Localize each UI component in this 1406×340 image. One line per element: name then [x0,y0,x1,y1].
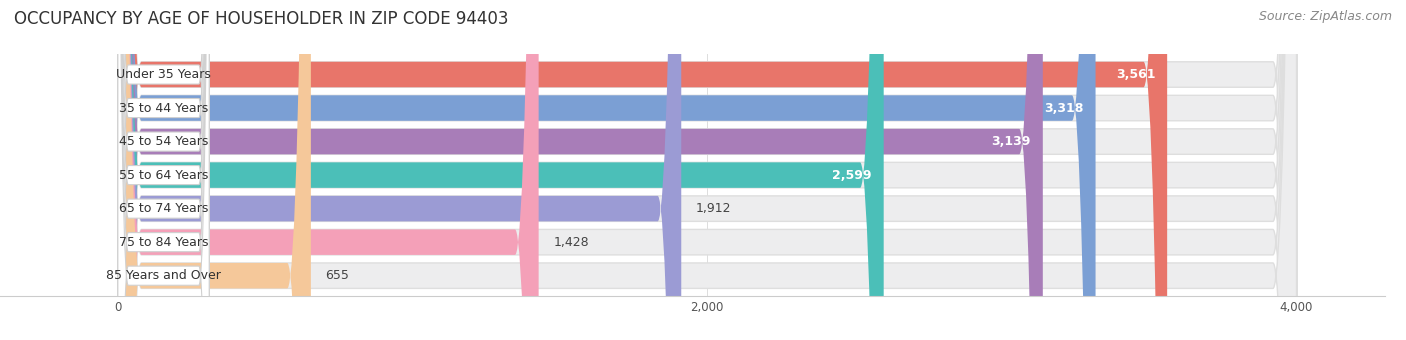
FancyBboxPatch shape [118,0,209,340]
FancyBboxPatch shape [118,0,209,340]
Text: 35 to 44 Years: 35 to 44 Years [120,102,208,115]
FancyBboxPatch shape [118,0,682,340]
FancyBboxPatch shape [118,0,1296,340]
FancyBboxPatch shape [118,0,1296,340]
Text: 3,318: 3,318 [1045,102,1084,115]
Text: 3,139: 3,139 [991,135,1031,148]
Text: 75 to 84 Years: 75 to 84 Years [118,236,208,249]
FancyBboxPatch shape [118,0,1296,340]
FancyBboxPatch shape [118,0,1296,340]
FancyBboxPatch shape [118,0,1296,340]
FancyBboxPatch shape [118,0,1296,340]
FancyBboxPatch shape [118,0,311,340]
Text: 1,428: 1,428 [554,236,589,249]
Text: 3,561: 3,561 [1116,68,1156,81]
FancyBboxPatch shape [118,0,209,340]
Text: Source: ZipAtlas.com: Source: ZipAtlas.com [1258,10,1392,23]
FancyBboxPatch shape [118,0,1095,340]
Text: 85 Years and Over: 85 Years and Over [105,269,221,282]
FancyBboxPatch shape [118,0,209,340]
FancyBboxPatch shape [118,0,884,340]
Text: Under 35 Years: Under 35 Years [117,68,211,81]
Text: 45 to 54 Years: 45 to 54 Years [120,135,208,148]
Text: 1,912: 1,912 [696,202,731,215]
FancyBboxPatch shape [118,0,1043,340]
FancyBboxPatch shape [118,0,538,340]
Text: 655: 655 [326,269,350,282]
Text: 2,599: 2,599 [832,169,872,182]
FancyBboxPatch shape [118,0,209,340]
FancyBboxPatch shape [118,0,1296,340]
FancyBboxPatch shape [118,0,209,340]
FancyBboxPatch shape [118,0,1167,340]
Text: 55 to 64 Years: 55 to 64 Years [120,169,208,182]
Text: OCCUPANCY BY AGE OF HOUSEHOLDER IN ZIP CODE 94403: OCCUPANCY BY AGE OF HOUSEHOLDER IN ZIP C… [14,10,509,28]
Text: 65 to 74 Years: 65 to 74 Years [120,202,208,215]
FancyBboxPatch shape [118,0,209,340]
